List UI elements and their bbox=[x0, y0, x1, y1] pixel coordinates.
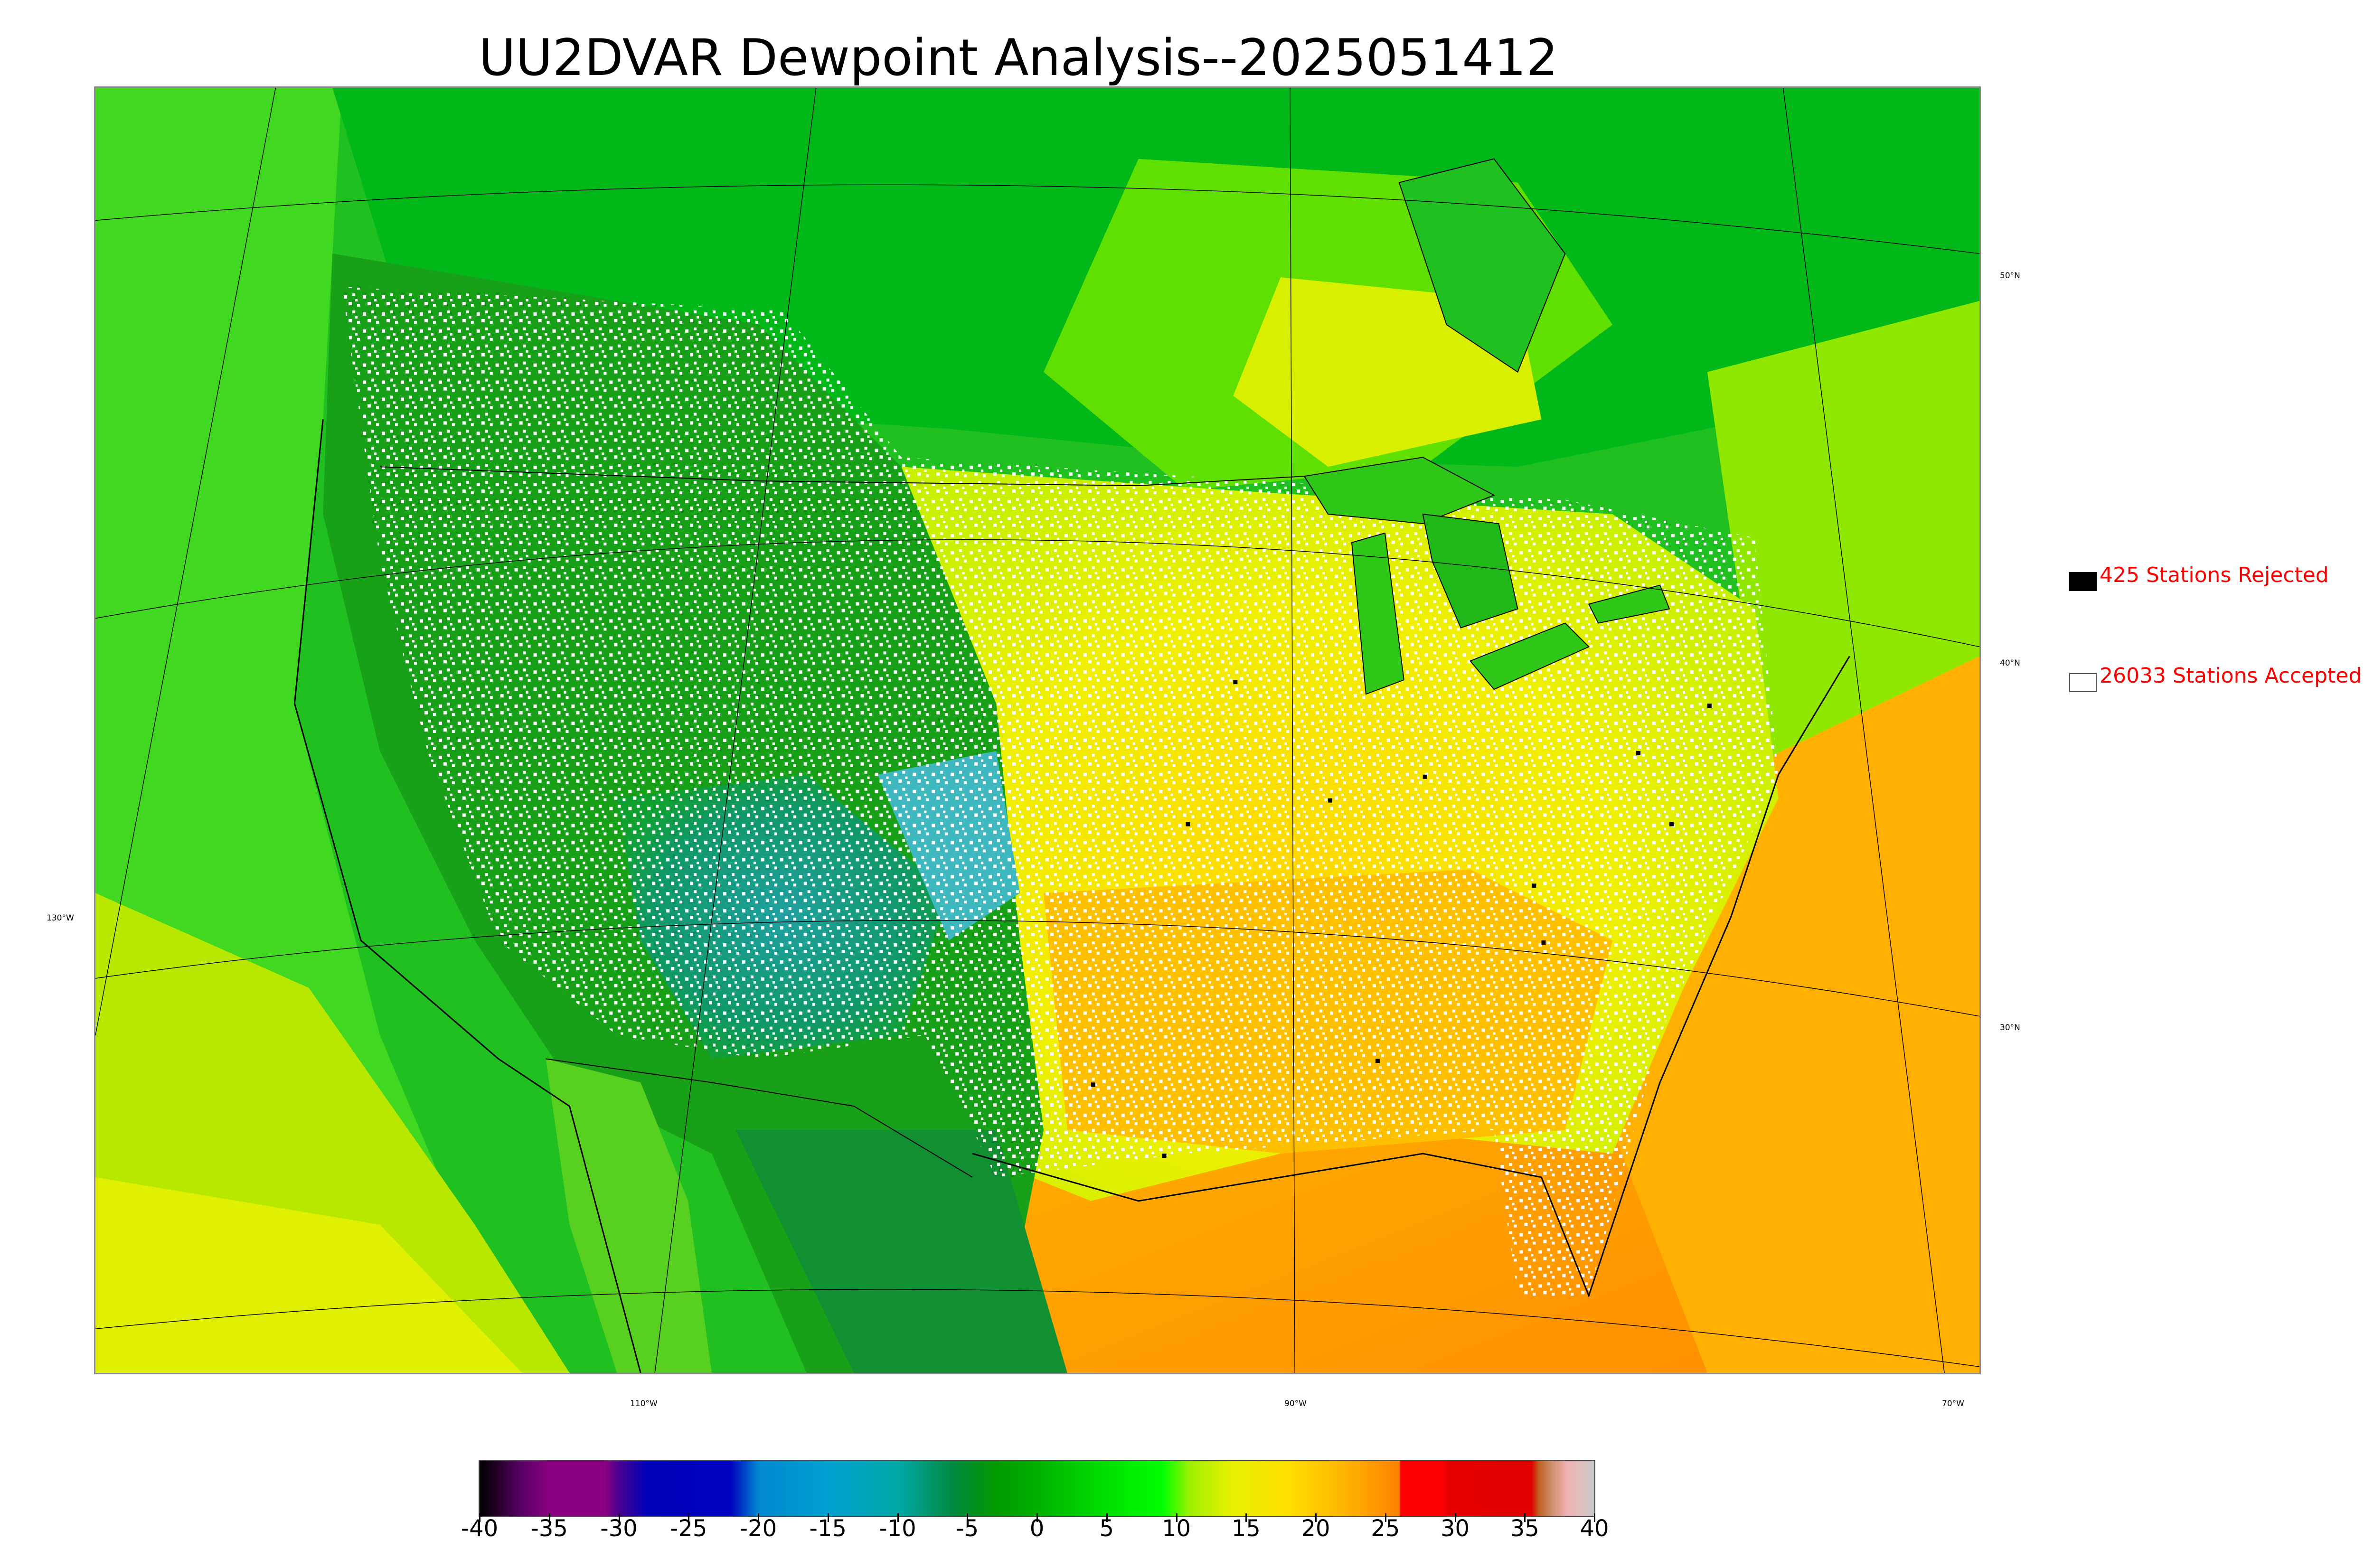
colorbar-tick-label: 15 bbox=[1231, 1515, 1261, 1542]
colorbar bbox=[479, 1460, 1595, 1517]
hudson-bay bbox=[1398, 158, 1566, 373]
colorbar-tick bbox=[1385, 1513, 1386, 1522]
colorbar-tick-label: -40 bbox=[461, 1515, 499, 1542]
lon-label-110w: 110°W bbox=[630, 1399, 658, 1408]
colorbar-tick bbox=[1524, 1513, 1526, 1522]
colorbar-tick bbox=[1594, 1513, 1595, 1522]
colorbar-tick-label: -15 bbox=[809, 1515, 847, 1542]
colorbar-tick-label: -35 bbox=[530, 1515, 568, 1542]
colorbar-tick bbox=[827, 1513, 829, 1522]
colorbar-tick bbox=[688, 1513, 690, 1522]
colorbar-tick bbox=[897, 1513, 899, 1522]
map-title: UU2DVAR Dewpoint Analysis--2025051412 bbox=[479, 28, 1558, 87]
dewpoint-field bbox=[95, 88, 1979, 1373]
colorbar-tick bbox=[1315, 1513, 1317, 1522]
colorbar-tick-label: -20 bbox=[739, 1515, 777, 1542]
colorbar-tick-label: 35 bbox=[1510, 1515, 1539, 1542]
colorbar-tick bbox=[548, 1513, 550, 1522]
graticule-lat-20 bbox=[95, 1289, 1979, 1367]
pacific-southwest-region bbox=[95, 1177, 522, 1373]
baja-region bbox=[546, 1059, 712, 1373]
colorbar-tick bbox=[758, 1513, 759, 1522]
lake-michigan bbox=[1351, 532, 1404, 695]
lake-ontario bbox=[1588, 584, 1670, 624]
lat-label-30n: 30°N bbox=[2000, 1023, 2020, 1033]
lon-label-130w: 130°W bbox=[47, 913, 74, 923]
colorbar-fill bbox=[480, 1461, 1594, 1516]
graticule-lat-30 bbox=[95, 920, 1979, 1017]
accepted-label: 26033 Stations Accepted bbox=[2100, 664, 2362, 688]
colorbar-tick-label: -10 bbox=[879, 1515, 916, 1542]
canada-border bbox=[380, 466, 1305, 487]
colorbar-tick bbox=[967, 1513, 969, 1522]
colorbar-tick-label: -25 bbox=[670, 1515, 707, 1542]
rejected-swatch bbox=[2069, 572, 2097, 591]
colorbar-tick bbox=[1245, 1513, 1247, 1522]
lon-label-90w: 90°W bbox=[1284, 1399, 1307, 1408]
colorbar-tick bbox=[1106, 1513, 1108, 1522]
colorbar-tick-label: 20 bbox=[1301, 1515, 1330, 1542]
lake-superior bbox=[1303, 457, 1495, 524]
colorbar-tick-label: 25 bbox=[1371, 1515, 1400, 1542]
lon-label-70w: 70°W bbox=[1942, 1399, 1964, 1408]
graticule-lon-70 bbox=[1782, 88, 1945, 1373]
accepted-swatch bbox=[2069, 673, 2097, 692]
colorbar-tick bbox=[1176, 1513, 1178, 1522]
graticule-lon-90 bbox=[1290, 88, 1295, 1373]
colorbar-gradient bbox=[480, 1461, 1594, 1516]
colorbar-tick-label: 10 bbox=[1161, 1515, 1191, 1542]
colorbar-tick bbox=[1036, 1513, 1038, 1522]
east-gulf-coastline bbox=[972, 656, 1850, 1298]
graticule-lon-130 bbox=[95, 88, 276, 1035]
west-coastline bbox=[293, 419, 641, 1373]
lake-huron bbox=[1422, 513, 1518, 629]
lake-erie bbox=[1469, 622, 1590, 690]
mexico-border bbox=[546, 1058, 973, 1178]
colorbar-tick-label: 30 bbox=[1440, 1515, 1470, 1542]
colorbar-tick-label: 0 bbox=[1029, 1515, 1045, 1542]
colorbar-tick-label: -30 bbox=[600, 1515, 638, 1542]
lat-label-40n: 40°N bbox=[2000, 658, 2020, 668]
colorbar-tick-label: 40 bbox=[1580, 1515, 1609, 1542]
colorbar-tick bbox=[479, 1513, 480, 1522]
colorbar-tick bbox=[1454, 1513, 1456, 1522]
lat-label-50n: 50°N bbox=[2000, 271, 2020, 281]
mexico-plateau-region bbox=[735, 1130, 1067, 1373]
rejected-stations bbox=[1091, 680, 1712, 1158]
accepted-stations bbox=[342, 287, 1779, 1296]
colorbar-tick-label: 5 bbox=[1099, 1515, 1114, 1542]
graticule-lon-110 bbox=[654, 88, 817, 1373]
graticule-lat-40 bbox=[95, 539, 1979, 648]
rejected-label: 425 Stations Rejected bbox=[2100, 563, 2329, 587]
dewpoint-map bbox=[94, 86, 1981, 1374]
colorbar-tick-label: -5 bbox=[956, 1515, 979, 1542]
graticule-lat-55 bbox=[95, 184, 1979, 254]
colorbar-tick bbox=[618, 1513, 620, 1522]
